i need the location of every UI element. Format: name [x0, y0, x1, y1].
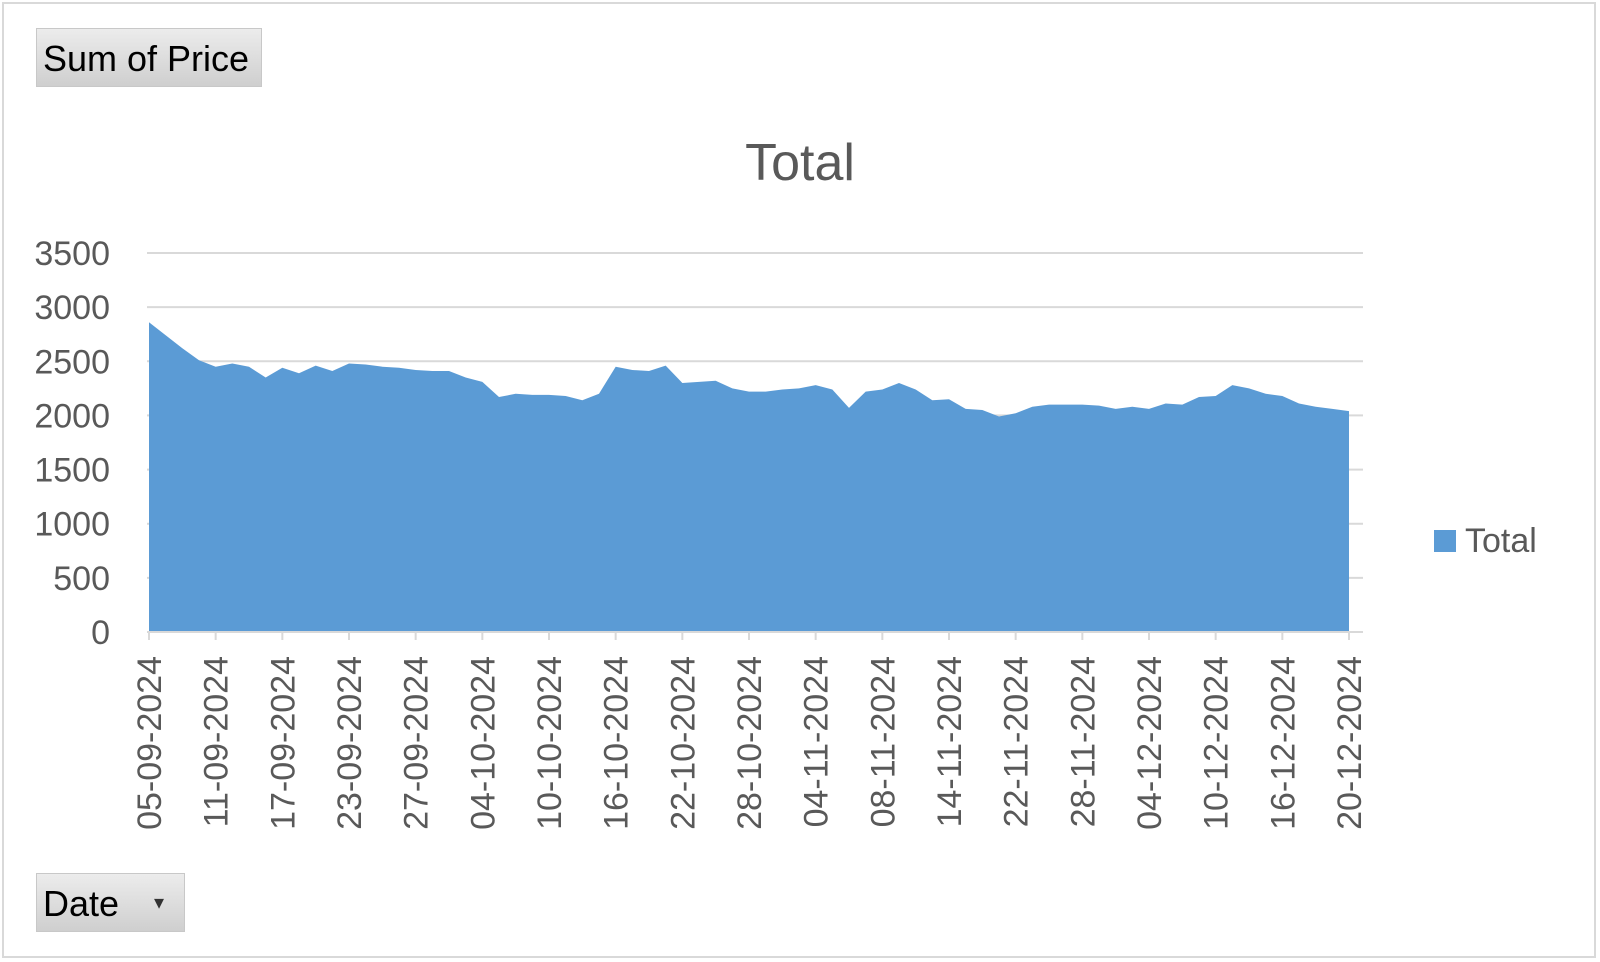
x-tick-label: 28-11-2024 — [1064, 656, 1102, 827]
y-axis: 0 500 1000 1500 2000 2500 3000 3500 — [34, 235, 110, 652]
legend-label: Total — [1465, 522, 1537, 560]
x-tick-label: 04-10-2024 — [464, 656, 502, 830]
x-tick-label: 16-12-2024 — [1264, 656, 1302, 830]
x-tick-label: 28-10-2024 — [731, 656, 769, 830]
y-tick-label: 2500 — [34, 343, 110, 381]
y-tick-label: 500 — [53, 560, 110, 598]
x-tick-label: 11-09-2024 — [198, 656, 236, 827]
sum-of-price-field-button[interactable]: Sum of Price — [36, 28, 262, 87]
y-tick-label: 1000 — [34, 506, 110, 544]
x-tick-label: 04-12-2024 — [1131, 656, 1169, 830]
y-tick-label: 0 — [91, 614, 110, 652]
legend[interactable]: Total — [1434, 522, 1537, 560]
x-tick-label: 22-10-2024 — [664, 656, 702, 830]
x-tick-label: 14-11-2024 — [931, 656, 969, 827]
chart-title: Total — [745, 134, 855, 192]
x-tick-label: 05-09-2024 — [131, 656, 169, 830]
series-area-layer — [149, 322, 1349, 632]
y-tick-label: 2000 — [34, 397, 110, 435]
x-tick-label: 20-12-2024 — [1331, 656, 1369, 830]
x-tick-label: 23-09-2024 — [331, 656, 369, 830]
y-tick-label: 3500 — [34, 235, 110, 273]
x-tick-label: 27-09-2024 — [398, 656, 436, 830]
x-tick-label: 10-12-2024 — [1198, 656, 1236, 830]
x-tick-label: 16-10-2024 — [598, 656, 636, 830]
sum-of-price-label: Sum of Price — [43, 38, 250, 79]
date-field-label: Date — [43, 883, 120, 924]
x-tick-label: 10-10-2024 — [531, 656, 569, 830]
x-tick-label: 08-11-2024 — [864, 656, 902, 827]
x-tick-label: 22-11-2024 — [998, 656, 1036, 827]
dropdown-arrow-icon[interactable]: ▾ — [153, 892, 164, 914]
date-field-button[interactable]: Date ▾ — [36, 873, 185, 932]
legend-swatch — [1434, 530, 1456, 552]
y-tick-label: 3000 — [34, 289, 110, 327]
x-axis: 05-09-2024 11-09-2024 17-09-2024 23-09-2024… — [131, 632, 1369, 830]
x-tick-label: 04-11-2024 — [798, 656, 836, 827]
x-tick-label: 17-09-2024 — [264, 656, 302, 830]
y-tick-label: 1500 — [34, 452, 110, 490]
series-area-total[interactable] — [149, 322, 1349, 632]
